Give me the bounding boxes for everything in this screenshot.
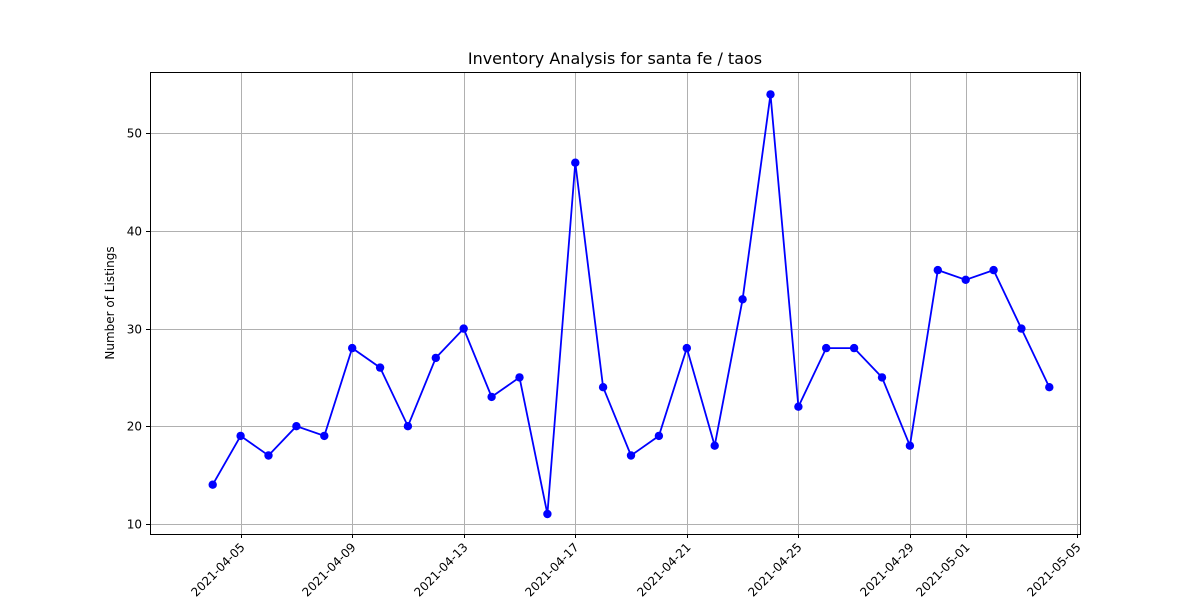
- data-point: [598, 383, 608, 392]
- data-point: [431, 353, 440, 363]
- data-point: [515, 373, 524, 382]
- data-point: [654, 431, 664, 441]
- data-point: [348, 343, 357, 353]
- data-point: [794, 402, 803, 411]
- data-point: [1045, 383, 1054, 392]
- data-point: [459, 324, 468, 333]
- x-tick-label: 2021-04-09: [299, 540, 358, 599]
- y-tick-label: 10: [127, 518, 142, 532]
- data-point: [543, 509, 552, 519]
- y-tick-label: 40: [127, 225, 142, 239]
- data-point: [264, 451, 273, 460]
- x-tick-label: 2021-04-17: [522, 540, 581, 599]
- x-tick-label: 2021-04-25: [745, 540, 804, 599]
- plot-frame: [150, 72, 1081, 535]
- data-point: [375, 363, 385, 372]
- data-point: [710, 441, 719, 450]
- data-point: [1017, 324, 1026, 333]
- data-point: [682, 343, 691, 353]
- x-tick-label: 2021-05-05: [1024, 540, 1083, 599]
- series: [208, 90, 1054, 519]
- y-axis-label: Number of Listings: [103, 246, 117, 359]
- x-tick-label: 2021-05-01: [913, 540, 972, 599]
- y-tick-label: 30: [127, 323, 142, 337]
- data-point: [766, 90, 775, 99]
- data-point: [877, 373, 887, 382]
- series-line: [211, 94, 1051, 515]
- data-point: [208, 480, 217, 489]
- data-point: [626, 451, 636, 460]
- data-point: [933, 265, 942, 275]
- data-point: [849, 343, 859, 353]
- data-point: [571, 158, 580, 167]
- grid: [150, 72, 1080, 534]
- y-tick-label: 20: [127, 420, 142, 434]
- data-point: [487, 392, 496, 402]
- x-tick-label: 2021-04-29: [857, 540, 916, 599]
- data-point: [236, 431, 245, 441]
- ticks: 10 20 30 40 50 2021-04-05 2021-04-09 2021-04-13…: [127, 127, 1084, 600]
- data-point: [738, 295, 747, 304]
- data-point: [989, 265, 998, 275]
- x-tick-label: 2021-04-05: [188, 540, 247, 599]
- x-tick-label: 2021-04-13: [411, 540, 470, 599]
- x-tick-label: 2021-04-21: [634, 540, 693, 599]
- data-point: [403, 422, 413, 431]
- data-point: [292, 422, 301, 431]
- chart-title: Inventory Analysis for santa fe / taos: [468, 49, 762, 68]
- data-point: [320, 431, 329, 441]
- data-point: [822, 343, 831, 353]
- data-point: [961, 275, 970, 284]
- data-point: [905, 441, 915, 450]
- y-tick-label: 50: [127, 127, 142, 141]
